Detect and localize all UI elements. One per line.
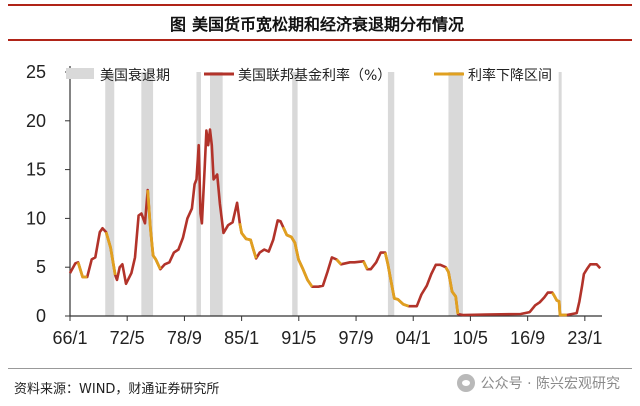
- series-line-rate-cut-segment: [362, 260, 369, 270]
- recession-band: [448, 72, 463, 316]
- x-tick-label: 10/5: [453, 328, 488, 348]
- y-tick-label: 20: [26, 111, 46, 131]
- series-lines: [68, 128, 602, 317]
- axes: 0 5 10 15 20 25 66/1 72/5 78/9 85/1 91/5 97/9 04/1 10…: [26, 62, 602, 348]
- x-tick-label: 72/5: [110, 328, 145, 348]
- recession-band: [387, 72, 395, 316]
- source-note: 资料来源：WIND，财通证券研究所: [14, 382, 220, 397]
- series-line-rate-cut-segment: [551, 291, 567, 317]
- recession-band: [558, 72, 562, 316]
- figure-title-bar: 图美国货币宽松期和经济衰退期分布情况: [0, 0, 640, 42]
- legend-label-recession: 美国衰退期: [100, 67, 170, 84]
- legend-label-cut: 利率下降区间: [468, 67, 552, 84]
- y-tick-label: 5: [36, 257, 46, 277]
- series-line-rate-cut-segment: [146, 190, 162, 270]
- x-tick-label: 66/1: [52, 328, 87, 348]
- footer-rule: [8, 368, 632, 369]
- watermark: 公众号 · 陈兴宏观研究: [456, 373, 620, 393]
- figure-title: 图美国货币宽松期和经济衰退期分布情况: [0, 11, 640, 35]
- series-line-rate-cut-segment: [335, 258, 343, 266]
- recession-band: [105, 72, 115, 316]
- recession-bands: [105, 72, 562, 316]
- title-rule-bottom: [8, 39, 632, 41]
- x-tick-label: 23/1: [567, 328, 602, 348]
- series-line-rate-cut-segment: [238, 223, 258, 259]
- recession-band: [292, 72, 298, 316]
- series-line-rate-cut-segment: [104, 231, 117, 276]
- x-tick-label: 85/1: [224, 328, 259, 348]
- figure-label: 图: [169, 15, 186, 34]
- series-line-rate-cut-segment: [281, 226, 314, 288]
- legend: 美国衰退期 美国联邦基金利率（%） 利率下降区间: [66, 67, 552, 84]
- wechat-icon: [456, 374, 475, 392]
- recession-band: [210, 72, 223, 316]
- series-line-rate-cut-segment: [76, 261, 88, 279]
- y-tick-label: 25: [26, 62, 46, 82]
- x-tick-label: 04/1: [396, 328, 431, 348]
- y-tick-label: 10: [26, 208, 46, 228]
- figure-title-text: 美国货币宽松期和经济衰退期分布情况: [192, 15, 465, 34]
- series-line-rate-cut-segment: [383, 252, 410, 308]
- x-tick-label: 91/5: [281, 328, 316, 348]
- x-tick-label: 97/9: [339, 328, 374, 348]
- title-rule-top: [8, 4, 632, 6]
- fed-rate-chart: 0 5 10 15 20 25 66/1 72/5 78/9 85/1 91/5 97/9 04/1 10…: [26, 62, 602, 348]
- series-line-rate-cut-segment: [444, 266, 460, 315]
- x-tick-label: 78/9: [167, 328, 202, 348]
- watermark-text: 公众号 · 陈兴宏观研究: [480, 376, 620, 392]
- y-tick-label: 0: [36, 306, 46, 326]
- legend-label-rate: 美国联邦基金利率（%）: [238, 67, 391, 84]
- series-line-fed-funds-rate: [68, 128, 602, 317]
- y-tick-label: 15: [26, 160, 46, 180]
- legend-swatch-recession: [66, 68, 94, 79]
- x-tick-label: 16/9: [510, 328, 545, 348]
